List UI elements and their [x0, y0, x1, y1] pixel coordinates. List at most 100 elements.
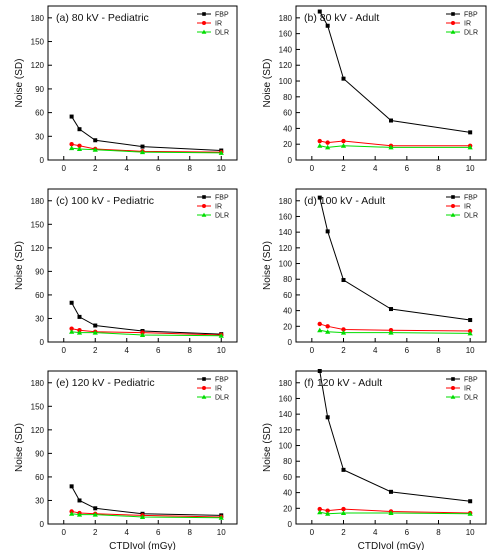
x-tick-label: 8: [188, 164, 193, 173]
x-tick-label: 2: [341, 528, 346, 537]
data-point-fbp: [93, 138, 98, 143]
y-tick-label: 20: [283, 504, 292, 513]
legend-label: FBP: [464, 12, 478, 19]
x-tick-label: 2: [93, 346, 98, 355]
y-tick-label: 20: [283, 140, 292, 149]
legend-marker: [202, 195, 206, 199]
data-point-dlr: [139, 514, 146, 519]
data-point-dlr: [92, 329, 98, 335]
data-point-fbp: [389, 489, 393, 494]
data-point-dlr: [218, 515, 224, 520]
data-point-fbp: [341, 76, 346, 81]
legend-label: FBP: [215, 377, 229, 384]
data-point-dlr: [325, 511, 331, 516]
x-tick-label: 10: [466, 164, 475, 173]
data-point-fbp: [69, 114, 74, 119]
chart-panel: 0 20 40 60 80 100 120 140 160 180 0 2 4 6 8 10 Noise (SD…: [262, 369, 487, 550]
data-point-ir: [77, 143, 82, 148]
legend-marker: [451, 386, 455, 390]
y-axis-label: Noise (SD): [262, 423, 273, 472]
y-tick-label: 0: [40, 156, 45, 165]
data-point-dlr: [388, 144, 394, 150]
legend-marker: [451, 12, 455, 16]
y-tick-label: 120: [31, 61, 45, 70]
data-point-ir: [317, 138, 322, 144]
legend-label: IR: [215, 386, 222, 393]
y-tick-label: 120: [279, 426, 293, 435]
series-line-fbp: [319, 370, 471, 502]
legend-marker: [202, 386, 206, 390]
data-point-dlr: [76, 511, 83, 517]
legend-label: IR: [464, 204, 471, 211]
y-tick-label: 120: [31, 244, 45, 253]
y-tick-label: 160: [279, 212, 293, 221]
y-tick-label: 60: [283, 109, 292, 118]
data-point-fbp: [77, 127, 82, 132]
x-tick-label: 0: [310, 346, 315, 355]
data-point-ir: [325, 140, 330, 145]
chart-panel: 0 30 60 90 120 150 180 0 2 4 6 8 10 Noise (SD) CTDIvol…: [14, 370, 238, 550]
y-axis-label: Noise (SD): [14, 59, 25, 108]
x-tick-label: 8: [188, 528, 193, 537]
y-tick-label: 140: [279, 45, 293, 54]
y-tick-label: 0: [288, 156, 293, 165]
legend-label: FBP: [215, 12, 229, 19]
y-tick-label: 160: [279, 30, 293, 39]
legend-marker: [450, 212, 456, 217]
plot-frame: [295, 370, 487, 525]
data-point-dlr: [218, 333, 224, 338]
y-tick-label: 20: [283, 322, 292, 331]
legend-label: DLR: [215, 395, 229, 402]
y-tick-label: 90: [35, 85, 44, 94]
y-tick-label: 80: [283, 457, 292, 466]
legend-marker: [451, 195, 455, 199]
x-tick-label: 6: [405, 346, 410, 355]
legend-marker: [202, 377, 206, 381]
legend-label: DLR: [464, 30, 478, 37]
x-tick-label: 4: [373, 346, 378, 355]
data-point-fbp: [77, 498, 82, 503]
legend-marker: [201, 212, 207, 217]
legend-marker: [451, 21, 455, 25]
x-tick-label: 4: [125, 346, 130, 355]
data-point-dlr: [218, 150, 224, 155]
y-tick-label: 180: [31, 197, 45, 206]
y-tick-label: 30: [35, 496, 44, 505]
y-tick-label: 180: [31, 379, 45, 388]
y-tick-label: 150: [31, 402, 45, 411]
legend-label: DLR: [215, 213, 229, 220]
y-tick-label: 100: [279, 442, 293, 451]
data-point-fbp: [325, 229, 330, 234]
panel-title: (d) 100 kV - Adult: [304, 195, 385, 207]
data-point-dlr: [317, 509, 323, 515]
data-point-fbp: [93, 506, 98, 511]
data-point-dlr: [340, 510, 347, 516]
chart-panel: 0 20 40 60 80 100 120 140 160 180 0 2 4 6 8 10 Noise (SD…: [262, 188, 487, 355]
x-tick-label: 8: [436, 528, 441, 537]
legend-marker: [450, 394, 456, 399]
x-tick-label: 0: [310, 164, 315, 173]
data-point-ir: [341, 327, 346, 332]
data-point-fbp: [317, 9, 322, 14]
y-tick-label: 60: [283, 291, 292, 300]
x-tick-label: 6: [156, 164, 161, 173]
x-axis-label: CTDIvol (mGy): [358, 541, 425, 550]
y-tick-label: 80: [283, 275, 292, 284]
legend-marker: [451, 204, 455, 208]
x-tick-label: 2: [341, 346, 346, 355]
data-point-fbp: [468, 130, 473, 135]
y-tick-label: 150: [31, 220, 45, 229]
data-point-dlr: [69, 511, 75, 516]
y-axis-label: Noise (SD): [14, 241, 25, 290]
series-line-fbp: [71, 116, 222, 152]
series-line-fbp: [71, 302, 222, 335]
plot-frame: [47, 370, 238, 525]
x-tick-label: 8: [188, 346, 193, 355]
data-point-fbp: [69, 300, 74, 305]
x-tick-label: 10: [217, 346, 226, 355]
y-tick-label: 60: [283, 473, 292, 482]
data-point-dlr: [388, 510, 394, 516]
x-tick-label: 8: [436, 346, 441, 355]
panel-title: (c) 100 kV - Pediatric: [56, 195, 154, 207]
y-tick-label: 140: [279, 228, 293, 237]
